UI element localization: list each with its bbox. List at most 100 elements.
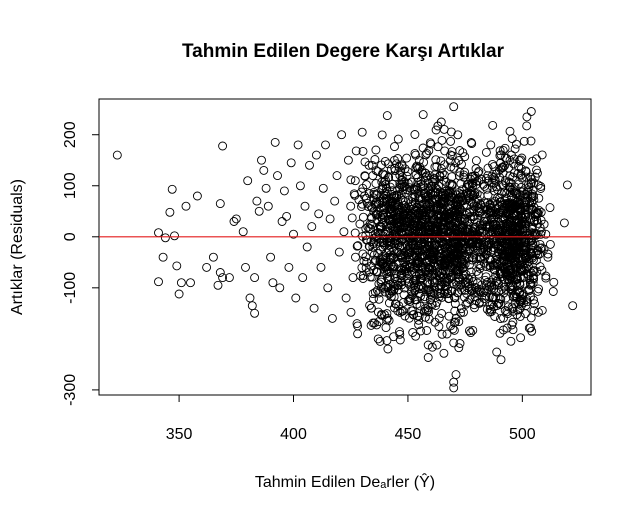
data-point	[501, 284, 511, 294]
data-point	[450, 299, 460, 309]
data-point	[506, 281, 516, 291]
data-point	[238, 227, 248, 237]
data-point	[377, 160, 386, 170]
data-point	[489, 178, 499, 188]
data-point	[466, 214, 476, 224]
data-point	[501, 264, 511, 274]
data-point	[362, 180, 371, 190]
data-point	[506, 150, 516, 160]
data-point	[381, 194, 391, 204]
data-point	[360, 157, 370, 167]
data-point	[376, 222, 385, 232]
data-point	[408, 192, 418, 202]
data-point	[386, 292, 396, 302]
data-point	[488, 234, 498, 244]
data-point	[472, 194, 482, 204]
data-point	[528, 278, 538, 288]
data-point	[447, 151, 457, 161]
y-tick-label: -300	[62, 374, 79, 406]
data-point	[436, 117, 446, 127]
data-point	[501, 268, 511, 278]
y-axis: -300 -100 0 100 200	[62, 121, 99, 406]
data-point	[402, 222, 412, 232]
data-point	[215, 199, 225, 209]
data-point	[448, 190, 458, 200]
data-point	[367, 247, 377, 257]
data-point	[559, 218, 569, 228]
data-point	[395, 170, 405, 180]
data-point	[393, 240, 403, 250]
data-point	[382, 309, 392, 319]
data-point	[379, 208, 389, 218]
data-point	[549, 277, 559, 287]
data-point	[495, 151, 505, 161]
data-point	[493, 226, 503, 236]
data-point	[377, 310, 387, 320]
data-point	[512, 242, 522, 252]
data-point	[412, 202, 422, 212]
data-point	[410, 148, 420, 158]
data-point	[481, 147, 491, 157]
data-point	[395, 210, 405, 220]
data-point	[392, 269, 401, 279]
data-point	[419, 157, 429, 167]
data-point	[417, 215, 427, 225]
data-point	[526, 323, 535, 333]
data-point	[490, 196, 500, 206]
x-tick-label: 400	[280, 426, 307, 443]
data-point	[516, 164, 526, 174]
data-point	[514, 288, 524, 298]
data-point	[430, 221, 440, 231]
data-point	[450, 208, 460, 218]
data-point	[430, 278, 440, 288]
data-point	[529, 271, 538, 281]
data-point	[520, 265, 530, 275]
data-point	[524, 203, 534, 213]
data-point	[533, 246, 543, 255]
data-point	[418, 110, 428, 120]
data-point	[348, 273, 358, 283]
data-point	[400, 177, 410, 187]
data-point	[486, 213, 496, 223]
data-point	[503, 309, 513, 319]
data-point	[464, 326, 474, 336]
data-point	[341, 293, 351, 303]
data-point	[399, 227, 409, 237]
data-point	[406, 282, 416, 292]
data-point	[490, 312, 500, 321]
data-point	[527, 192, 537, 202]
data-point	[375, 196, 385, 206]
data-point	[521, 263, 531, 273]
data-point	[337, 130, 347, 140]
data-point	[353, 321, 363, 331]
data-point	[473, 245, 483, 255]
data-point	[507, 134, 517, 144]
data-point	[482, 304, 492, 314]
data-point	[330, 196, 340, 206]
data-point	[520, 254, 530, 263]
data-point	[516, 333, 526, 343]
data-point	[247, 301, 257, 311]
data-point	[453, 188, 463, 198]
data-point	[425, 285, 435, 295]
data-point	[463, 190, 473, 200]
data-point	[192, 191, 202, 201]
data-point	[433, 218, 443, 228]
data-point	[397, 306, 407, 316]
data-point	[393, 281, 403, 291]
data-point	[493, 247, 503, 257]
x-tick-label: 350	[166, 426, 193, 443]
data-point	[436, 156, 446, 166]
chart-title: Tahmin Edilen Degere Karşı Artıklar	[182, 41, 505, 62]
y-axis-label: Artıklar (Residuals)	[9, 179, 26, 315]
data-point	[399, 181, 409, 191]
data-point	[441, 242, 451, 252]
data-point	[369, 250, 379, 260]
data-point	[504, 182, 514, 192]
data-point	[385, 182, 395, 192]
data-point	[346, 175, 356, 185]
x-axis: 350 400 450 500	[166, 395, 536, 443]
data-point	[414, 320, 424, 330]
data-point	[485, 282, 495, 292]
data-point	[231, 214, 241, 224]
